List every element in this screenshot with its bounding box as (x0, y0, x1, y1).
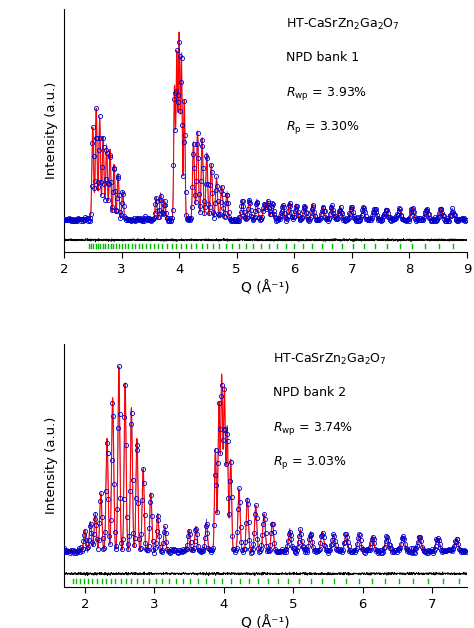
X-axis label: Q (Å⁻¹): Q (Å⁻¹) (241, 281, 290, 296)
Text: NPD bank 1: NPD bank 1 (285, 51, 359, 63)
Text: $R_\mathrm{wp}$ = 3.93%: $R_\mathrm{wp}$ = 3.93% (285, 85, 367, 102)
Text: NPD bank 2: NPD bank 2 (273, 386, 346, 399)
Y-axis label: Intensity (a.u.): Intensity (a.u.) (46, 82, 58, 180)
Text: $R_\mathrm{p}$ = 3.30%: $R_\mathrm{p}$ = 3.30% (285, 119, 360, 136)
Text: $R_\mathrm{p}$ = 3.03%: $R_\mathrm{p}$ = 3.03% (273, 453, 347, 470)
X-axis label: Q (Å⁻¹): Q (Å⁻¹) (241, 616, 290, 628)
Y-axis label: Intensity (a.u.): Intensity (a.u.) (46, 417, 58, 514)
Text: HT-CaSrZn$_2$Ga$_2$O$_7$: HT-CaSrZn$_2$Ga$_2$O$_7$ (285, 17, 399, 32)
Text: HT-CaSrZn$_2$Ga$_2$O$_7$: HT-CaSrZn$_2$Ga$_2$O$_7$ (273, 352, 387, 367)
Text: $R_\mathrm{wp}$ = 3.74%: $R_\mathrm{wp}$ = 3.74% (273, 420, 354, 436)
